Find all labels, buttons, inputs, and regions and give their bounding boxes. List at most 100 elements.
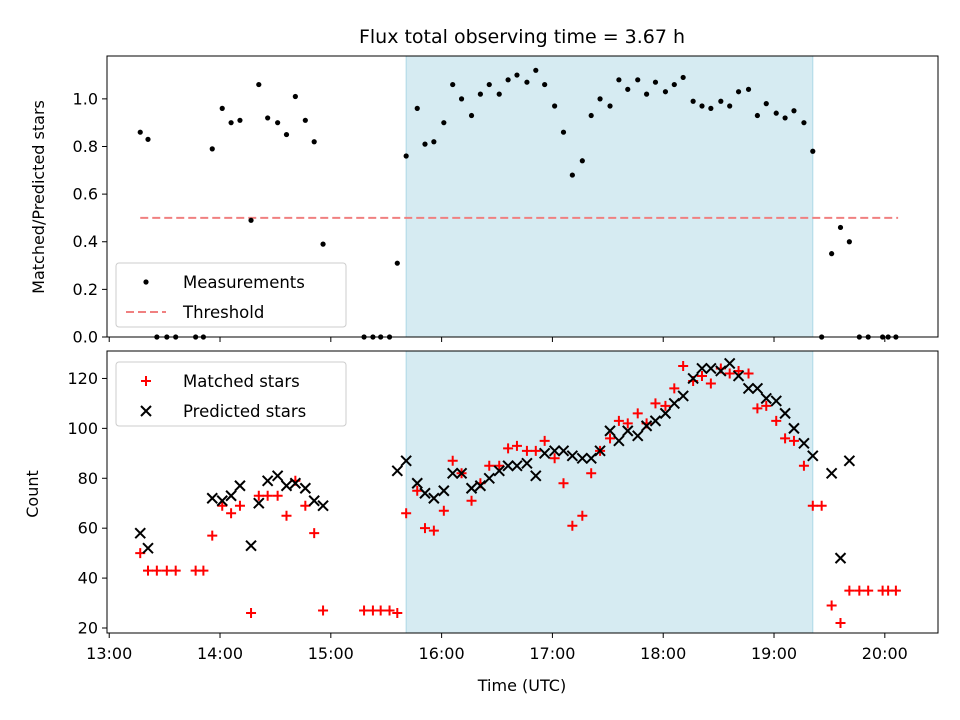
bottom-predicted-stars-point-11 bbox=[289, 477, 302, 489]
bottom-predicted-stars-point-54 bbox=[751, 382, 764, 395]
bottom-x-tick-label-1: 14:00 bbox=[197, 644, 243, 663]
bottom-predicted-stars-point-55 bbox=[760, 392, 772, 405]
bottom-predicted-stars-point-47 bbox=[687, 372, 699, 385]
top-measurements-point-54 bbox=[671, 81, 677, 88]
bottom-y-tick-label-1: 40 bbox=[78, 569, 98, 588]
bottom-predicted-stars-point-29 bbox=[521, 457, 533, 470]
bottom-predicted-stars-point-5 bbox=[234, 480, 246, 492]
bottom-predicted-stars-point-6 bbox=[245, 539, 257, 552]
bottom-matched-stars-point-28 bbox=[428, 525, 439, 536]
bottom-matched-stars-point-72 bbox=[835, 618, 846, 629]
bottom-matched-stars-point-25 bbox=[401, 508, 412, 519]
bottom-matched-stars-point-65 bbox=[771, 415, 782, 426]
bottom-matched-stars-point-64 bbox=[761, 400, 772, 411]
top-measurements-point-44 bbox=[579, 158, 585, 164]
bottom-y-tick-label-5: 120 bbox=[67, 369, 98, 388]
bottom-y-tick-label-2: 60 bbox=[78, 519, 98, 538]
bottom-predicted-stars-point-8 bbox=[261, 475, 274, 487]
top-measurements-point-57 bbox=[699, 103, 705, 109]
bottom-predicted-stars-point-12 bbox=[299, 482, 312, 494]
top-measurements-point-51 bbox=[643, 91, 650, 97]
bottom-predicted-stars-point-20 bbox=[438, 485, 450, 497]
top-measurements-point-26 bbox=[414, 105, 420, 111]
bottom-matched-stars-point-78 bbox=[890, 585, 901, 596]
top-measurements-point-25 bbox=[403, 153, 409, 159]
bottom-matched-stars-point-19 bbox=[318, 605, 329, 616]
bottom-predicted-stars-point-42 bbox=[640, 420, 653, 432]
top-measurements-point-16 bbox=[292, 93, 298, 100]
bottom-matched-stars-point-12 bbox=[253, 490, 264, 501]
bottom-matched-stars-point-6 bbox=[198, 565, 209, 576]
bottom-predicted-stars-point-63 bbox=[843, 455, 856, 467]
top-measurements-point-24 bbox=[394, 260, 400, 266]
top-measurements-point-56 bbox=[690, 98, 696, 104]
bottom-predicted-stars-point-18 bbox=[419, 487, 431, 499]
bottom-matched-stars-point-11 bbox=[246, 608, 257, 619]
bottom-predicted-stars-point-7 bbox=[253, 497, 265, 509]
bottom-x-tick-label-0: 13:00 bbox=[86, 644, 132, 663]
bottom-matched-stars-point-30 bbox=[447, 455, 458, 466]
bottom-matched-stars-point-27 bbox=[419, 523, 430, 534]
top-panel: 0.0 0.2 0.4 0.6 0.8 1.0 Measurements Threshold bbox=[73, 55, 939, 347]
bottom-y-tick-label-0: 20 bbox=[78, 619, 98, 638]
bottom-matched-stars-point-70 bbox=[816, 500, 827, 511]
bottom-matched-stars-point-32 bbox=[466, 495, 477, 506]
top-y-tick-label-3: 0.6 bbox=[73, 185, 98, 204]
top-measurements-point-59 bbox=[718, 98, 724, 104]
top-measurements-point-49 bbox=[625, 86, 631, 92]
bottom-matched-stars-point-47 bbox=[605, 433, 616, 444]
bottom-legend-entry-matched-stars-label: Matched stars bbox=[183, 372, 300, 391]
top-measurements-point-55 bbox=[680, 74, 686, 81]
bottom-matched-stars-point-54 bbox=[669, 383, 680, 394]
bottom-x-tick-label-4: 17:00 bbox=[529, 644, 575, 663]
bottom-predicted-stars-point-37 bbox=[594, 445, 606, 457]
top-measurements-point-11 bbox=[248, 217, 254, 223]
bottom-axes-frame bbox=[106, 350, 939, 634]
bottom-matched-stars-point-44 bbox=[577, 510, 588, 521]
top-legend-entry-measurements-swatch bbox=[143, 279, 149, 285]
bottom-predicted-stars-point-39 bbox=[613, 435, 625, 447]
bottom-matched-stars-point-40 bbox=[539, 435, 550, 446]
top-y-tick-label-0: 0.0 bbox=[73, 328, 98, 347]
bottom-predicted-stars-point-4 bbox=[225, 490, 237, 502]
bottom-predicted-stars-point-31 bbox=[538, 447, 551, 460]
bottom-y-tick-label-3: 80 bbox=[78, 469, 98, 488]
bottom-predicted-stars-point-61 bbox=[825, 467, 838, 479]
top-measurements-point-7 bbox=[209, 146, 215, 152]
top-measurements-point-12 bbox=[256, 81, 262, 88]
bottom-matched-stars-point-58 bbox=[705, 378, 716, 389]
bottom-matched-stars-point-3 bbox=[161, 565, 172, 576]
top-measurements-point-28 bbox=[431, 139, 437, 145]
bottom-predicted-stars-point-41 bbox=[632, 430, 644, 442]
bottom-y-axis-label: Count bbox=[23, 470, 42, 518]
bottom-predicted-stars-point-49 bbox=[705, 362, 717, 375]
bottom-matched-stars-point-8 bbox=[217, 500, 228, 511]
bottom-predicted-stars-point-14 bbox=[317, 500, 329, 512]
top-axes-frame bbox=[106, 55, 939, 338]
top-measurements-point-47 bbox=[607, 103, 613, 109]
bottom-matched-stars-point-61 bbox=[733, 365, 744, 376]
bottom-predicted-stars-point-38 bbox=[604, 425, 616, 437]
bottom-predicted-stars-point-0 bbox=[134, 527, 146, 539]
top-measurements-point-48 bbox=[616, 77, 622, 83]
top-measurements-point-9 bbox=[228, 120, 234, 126]
top-measurements-point-43 bbox=[569, 172, 575, 178]
bottom-predicted-stars-point-33 bbox=[557, 445, 570, 457]
top-measurements-point-46 bbox=[597, 96, 603, 102]
bottom-matched-stars-point-23 bbox=[384, 605, 395, 616]
bottom-matched-stars-point-60 bbox=[724, 368, 735, 379]
bottom-x-tick-label-6: 19:00 bbox=[751, 644, 797, 663]
top-measurements-point-71 bbox=[829, 251, 835, 257]
bottom-matched-stars-point-50 bbox=[632, 408, 643, 419]
bottom-matched-stars-point-43 bbox=[567, 520, 578, 531]
top-measurements-point-30 bbox=[450, 81, 456, 88]
bottom-matched-stars-point-15 bbox=[281, 510, 292, 521]
top-y-tick-label-5: 1.0 bbox=[73, 89, 98, 108]
top-measurements-point-19 bbox=[320, 241, 326, 247]
bottom-matched-stars-point-48 bbox=[613, 415, 624, 426]
bottom-predicted-stars-point-32 bbox=[548, 445, 561, 457]
bottom-matched-stars-point-7 bbox=[207, 530, 218, 541]
top-measurements-point-66 bbox=[782, 115, 788, 121]
bottom-y-tick-label-4: 100 bbox=[67, 419, 98, 438]
bottom-x-tick-label-5: 18:00 bbox=[640, 644, 686, 663]
